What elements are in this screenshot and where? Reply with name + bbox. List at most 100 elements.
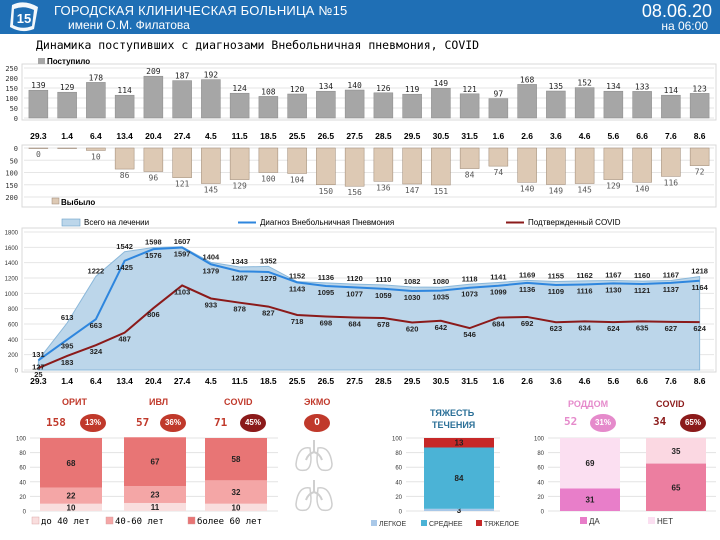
- age-legend-swatch: [31, 516, 40, 525]
- pneumonia-point-label: 1130: [605, 285, 621, 294]
- severity-legend-swatch: [421, 520, 427, 526]
- admitted-bar: [517, 84, 537, 119]
- age-legend-label: 40-60 лет: [115, 517, 164, 527]
- discharged-ytick: 150: [5, 182, 18, 190]
- hospital-subtitle: имени О.М. Филатова: [68, 18, 190, 32]
- admitted-bar-label: 124: [232, 84, 247, 93]
- admitted-bar-label: 114: [117, 86, 132, 95]
- stack-ytick: 40: [537, 480, 544, 486]
- pneumonia-point-label: 663: [90, 321, 103, 330]
- ivl-label: ИВЛ: [149, 397, 169, 407]
- stack-ytick: 0: [541, 510, 545, 516]
- admitted-bar-label: 126: [376, 84, 391, 93]
- date-axis-label: 2.6: [521, 131, 533, 141]
- line-ytick: 0: [15, 369, 19, 375]
- discharged-bar-label: 145: [204, 186, 219, 195]
- admitted-bar-label: 135: [549, 82, 564, 91]
- pneumonia-point-label: 1576: [145, 251, 162, 260]
- date-axis-label: 6.4: [90, 131, 102, 141]
- total-point-label: 1110: [375, 275, 391, 284]
- maternity-legend-swatch: [648, 517, 655, 524]
- admitted-bar: [402, 93, 422, 119]
- admitted-bar: [143, 75, 164, 119]
- stack-segment-label: 31: [586, 496, 595, 505]
- date-axis-label: 11.5: [232, 131, 248, 141]
- severity-legend-label: ЛЕГКОЕ: [379, 521, 406, 528]
- pneumonia-line: [37, 246, 700, 362]
- admitted-bar: [689, 93, 710, 119]
- pneumonia-point-label: 1137: [663, 285, 679, 294]
- total-point-label: 1152: [289, 272, 305, 281]
- admitted-bar: [316, 90, 336, 119]
- discharged-bar: [574, 147, 595, 184]
- admitted-bar-label: 187: [175, 72, 190, 81]
- maternity-legend-label: ДА: [589, 517, 600, 526]
- orit-label: ОРИТ: [62, 397, 87, 407]
- severity-legend-label: СРЕДНЕЕ: [429, 521, 463, 528]
- stack-segment: [40, 487, 102, 504]
- ivl-count: 57: [136, 416, 150, 429]
- hospital-title: ГОРОДСКАЯ КЛИНИЧЕСКАЯ БОЛЬНИЦА №15: [54, 3, 348, 18]
- admitted-bar-label: 134: [319, 82, 334, 91]
- line-date-label: 4.6: [579, 376, 591, 386]
- covid2-pct-badge: 65%: [680, 414, 706, 432]
- stack-segment-label: 84: [455, 474, 464, 483]
- pneumonia-point-label: 1099: [490, 288, 507, 297]
- covid-point-label: 933: [205, 300, 218, 309]
- admitted-bar-label: 178: [89, 73, 104, 82]
- maternity-legend-label: НЕТ: [657, 517, 673, 526]
- stack-ytick: 60: [537, 466, 544, 472]
- total-point-label: 1352: [260, 256, 277, 265]
- covid-line: [37, 284, 700, 370]
- discharged-bar: [632, 147, 652, 183]
- total-point-label: 1162: [576, 271, 592, 280]
- total-point-label: 1222: [88, 266, 105, 275]
- age-legend-swatch: [105, 516, 114, 525]
- stack-segment: [424, 438, 494, 448]
- discharged-bar: [287, 147, 307, 174]
- line-ytick: 1600: [5, 246, 19, 252]
- discharged-bar: [344, 147, 365, 187]
- discharged-bar: [143, 147, 164, 172]
- discharged-bar-label: 129: [606, 182, 621, 191]
- date-axis-label: 25.5: [289, 131, 306, 141]
- line-legend-swatch: [61, 218, 81, 227]
- discharged-bar: [28, 147, 49, 149]
- total-point-label: 1167: [605, 271, 621, 280]
- admitted-bar-label: 134: [606, 82, 621, 91]
- covid-point-label: 684: [492, 320, 505, 329]
- date-axis-label: 4.5: [205, 131, 217, 141]
- admitted-bar-label: 149: [434, 79, 449, 88]
- line-ytick: 400: [8, 338, 19, 344]
- discharged-ytick: 200: [5, 194, 18, 202]
- line-date-label: 29.5: [404, 376, 421, 386]
- admitted-bar: [201, 79, 221, 119]
- total-point-label: 613: [61, 313, 74, 322]
- covid-point-label: 546: [463, 330, 476, 339]
- total-point-label: 1598: [145, 237, 162, 246]
- covid-point-label: 635: [636, 323, 649, 332]
- pneumonia-point-label: 1116: [577, 286, 593, 295]
- pneumonia-point-label: 1095: [318, 288, 335, 297]
- line-date-label: 3.6: [550, 376, 562, 386]
- severity-legend-swatch: [371, 520, 377, 526]
- ecmo-label: ЭКМО: [304, 397, 331, 407]
- severity-title-1: ТЯЖЕСТЬ: [430, 408, 475, 418]
- stack-ytick: 60: [395, 466, 402, 472]
- age-legend-label: до 40 лет: [41, 517, 90, 527]
- stack-ytick: 100: [16, 437, 27, 443]
- line-date-label: 31.5: [461, 376, 478, 386]
- line-date-label: 29.3: [30, 376, 47, 386]
- covid2-count: 34: [653, 415, 667, 428]
- admitted-bar: [546, 90, 566, 119]
- covid-point-label: 642: [435, 323, 448, 332]
- date-axis-label: 7.6: [665, 131, 677, 141]
- line-legend-label: Диагноз Внебольничная Пневмония: [260, 218, 394, 227]
- covid-point-label: 624: [607, 324, 620, 333]
- total-point-label: 1167: [663, 271, 679, 280]
- admitted-legend-label: Поступило: [47, 57, 90, 66]
- stack-segment: [646, 438, 706, 464]
- bottom-stacked-charts: 100 80 60 40 20 0 10 22 68 11 23 67 10 32 58 до 40 лет 4…: [16, 437, 716, 528]
- line-date-label: 26.5: [318, 376, 335, 386]
- stack-segment-label: 35: [672, 447, 681, 456]
